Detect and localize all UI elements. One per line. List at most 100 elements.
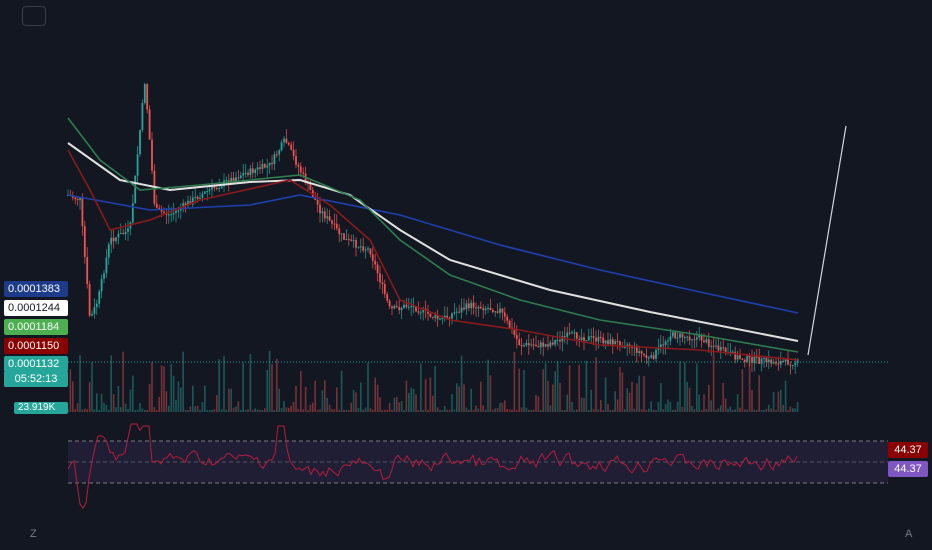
candle-body: [340, 233, 343, 235]
volume-bar: [729, 406, 732, 412]
candle-body: [715, 345, 717, 347]
candle-body: [307, 183, 309, 185]
volume-bar: [247, 409, 249, 412]
volume-bar: [79, 355, 81, 412]
volume-bar: [768, 404, 770, 412]
volume-bar: [626, 388, 628, 412]
volume-bar: [285, 407, 288, 412]
candle-body: [563, 336, 566, 338]
volume-bar: [367, 362, 369, 412]
volume-bar: [756, 409, 758, 412]
candle-body: [539, 342, 542, 348]
volume-bar: [170, 364, 172, 412]
candle-body: [513, 329, 516, 336]
volume-bar: [600, 400, 602, 412]
volume-bar: [674, 409, 676, 412]
right-scale-letter[interactable]: A: [905, 528, 913, 540]
candle-body: [765, 357, 768, 363]
volume-bar: [84, 408, 86, 412]
candle-body: [208, 189, 211, 192]
volume-bar: [703, 394, 705, 412]
volume-bar: [518, 368, 520, 412]
volume-bar: [168, 405, 170, 412]
candle-body: [535, 344, 537, 347]
volume-bar: [484, 409, 487, 412]
volume-bar: [256, 409, 259, 412]
volume-bar: [204, 385, 206, 412]
volume-bar: [434, 366, 436, 412]
volume-bar: [400, 401, 403, 412]
volume-bar: [110, 355, 112, 412]
volume-bar: [105, 404, 108, 412]
volume-bar: [763, 410, 765, 412]
volume-bar: [292, 401, 295, 412]
volume-bar: [748, 357, 751, 412]
volume-bar: [283, 400, 285, 412]
volume-bar: [338, 409, 340, 412]
volume-bar: [129, 389, 132, 412]
volume-bar: [216, 395, 218, 412]
candle-body: [691, 339, 693, 341]
left-scale-letter[interactable]: Z: [30, 528, 37, 540]
candle-body: [182, 203, 185, 208]
candle-body: [247, 172, 249, 176]
candle-body: [304, 173, 307, 184]
volume-bar: [576, 409, 578, 412]
volume-bar: [739, 407, 741, 412]
volume-bar: [266, 369, 268, 412]
volume-bar: [693, 409, 696, 412]
candle-body: [263, 164, 266, 168]
candle-body: [379, 273, 381, 283]
current-price-label: 0.0001132: [4, 356, 68, 372]
candle-body: [369, 248, 372, 255]
candle-body: [239, 175, 242, 179]
volume-bar: [720, 405, 722, 412]
volume-bar: [772, 392, 775, 412]
candle-body: [614, 341, 617, 345]
candle-body: [717, 345, 720, 351]
volume-bar: [386, 409, 388, 412]
volume-bar: [280, 407, 283, 412]
volume-bar: [340, 370, 343, 412]
rsi-ma-value-label: 44.37: [888, 461, 928, 477]
ma-20-price-label: 0.0001150: [4, 338, 68, 354]
volume-bar: [357, 407, 360, 412]
candle-body: [117, 233, 120, 238]
candle-body: [278, 150, 281, 155]
volume-bar: [585, 360, 588, 412]
candle-body: [148, 109, 151, 140]
candle-body: [355, 240, 357, 248]
candle-body: [158, 207, 161, 210]
volume-bar: [472, 409, 475, 412]
candle-body: [662, 344, 665, 346]
candle-body: [290, 144, 293, 150]
volume-bar: [307, 409, 309, 412]
candle-body: [395, 305, 398, 308]
candle-body: [547, 344, 549, 347]
volume-bar: [242, 362, 244, 412]
volume-bar: [376, 384, 379, 412]
volume-bar: [700, 409, 703, 412]
chart-settings-button[interactable]: [22, 6, 46, 26]
volume-bar: [249, 353, 252, 412]
candle-body: [506, 316, 509, 321]
volume-bar: [525, 407, 528, 412]
candle-body: [139, 129, 141, 155]
volume-bar: [379, 397, 381, 412]
volume-bar: [290, 405, 292, 412]
volume-bar: [139, 403, 141, 412]
volume-bar: [549, 405, 552, 412]
candle-body: [124, 231, 127, 235]
candle-body: [170, 214, 173, 216]
volume-bar: [564, 409, 566, 412]
volume-bar: [276, 358, 278, 412]
candle-body: [151, 139, 153, 171]
volume-bar: [580, 397, 583, 412]
volume-bar: [254, 408, 256, 412]
volume-bar: [556, 360, 559, 412]
candle-body: [242, 173, 245, 176]
candle-body: [722, 347, 725, 349]
candle-body: [297, 164, 300, 167]
candle-body: [679, 333, 681, 338]
